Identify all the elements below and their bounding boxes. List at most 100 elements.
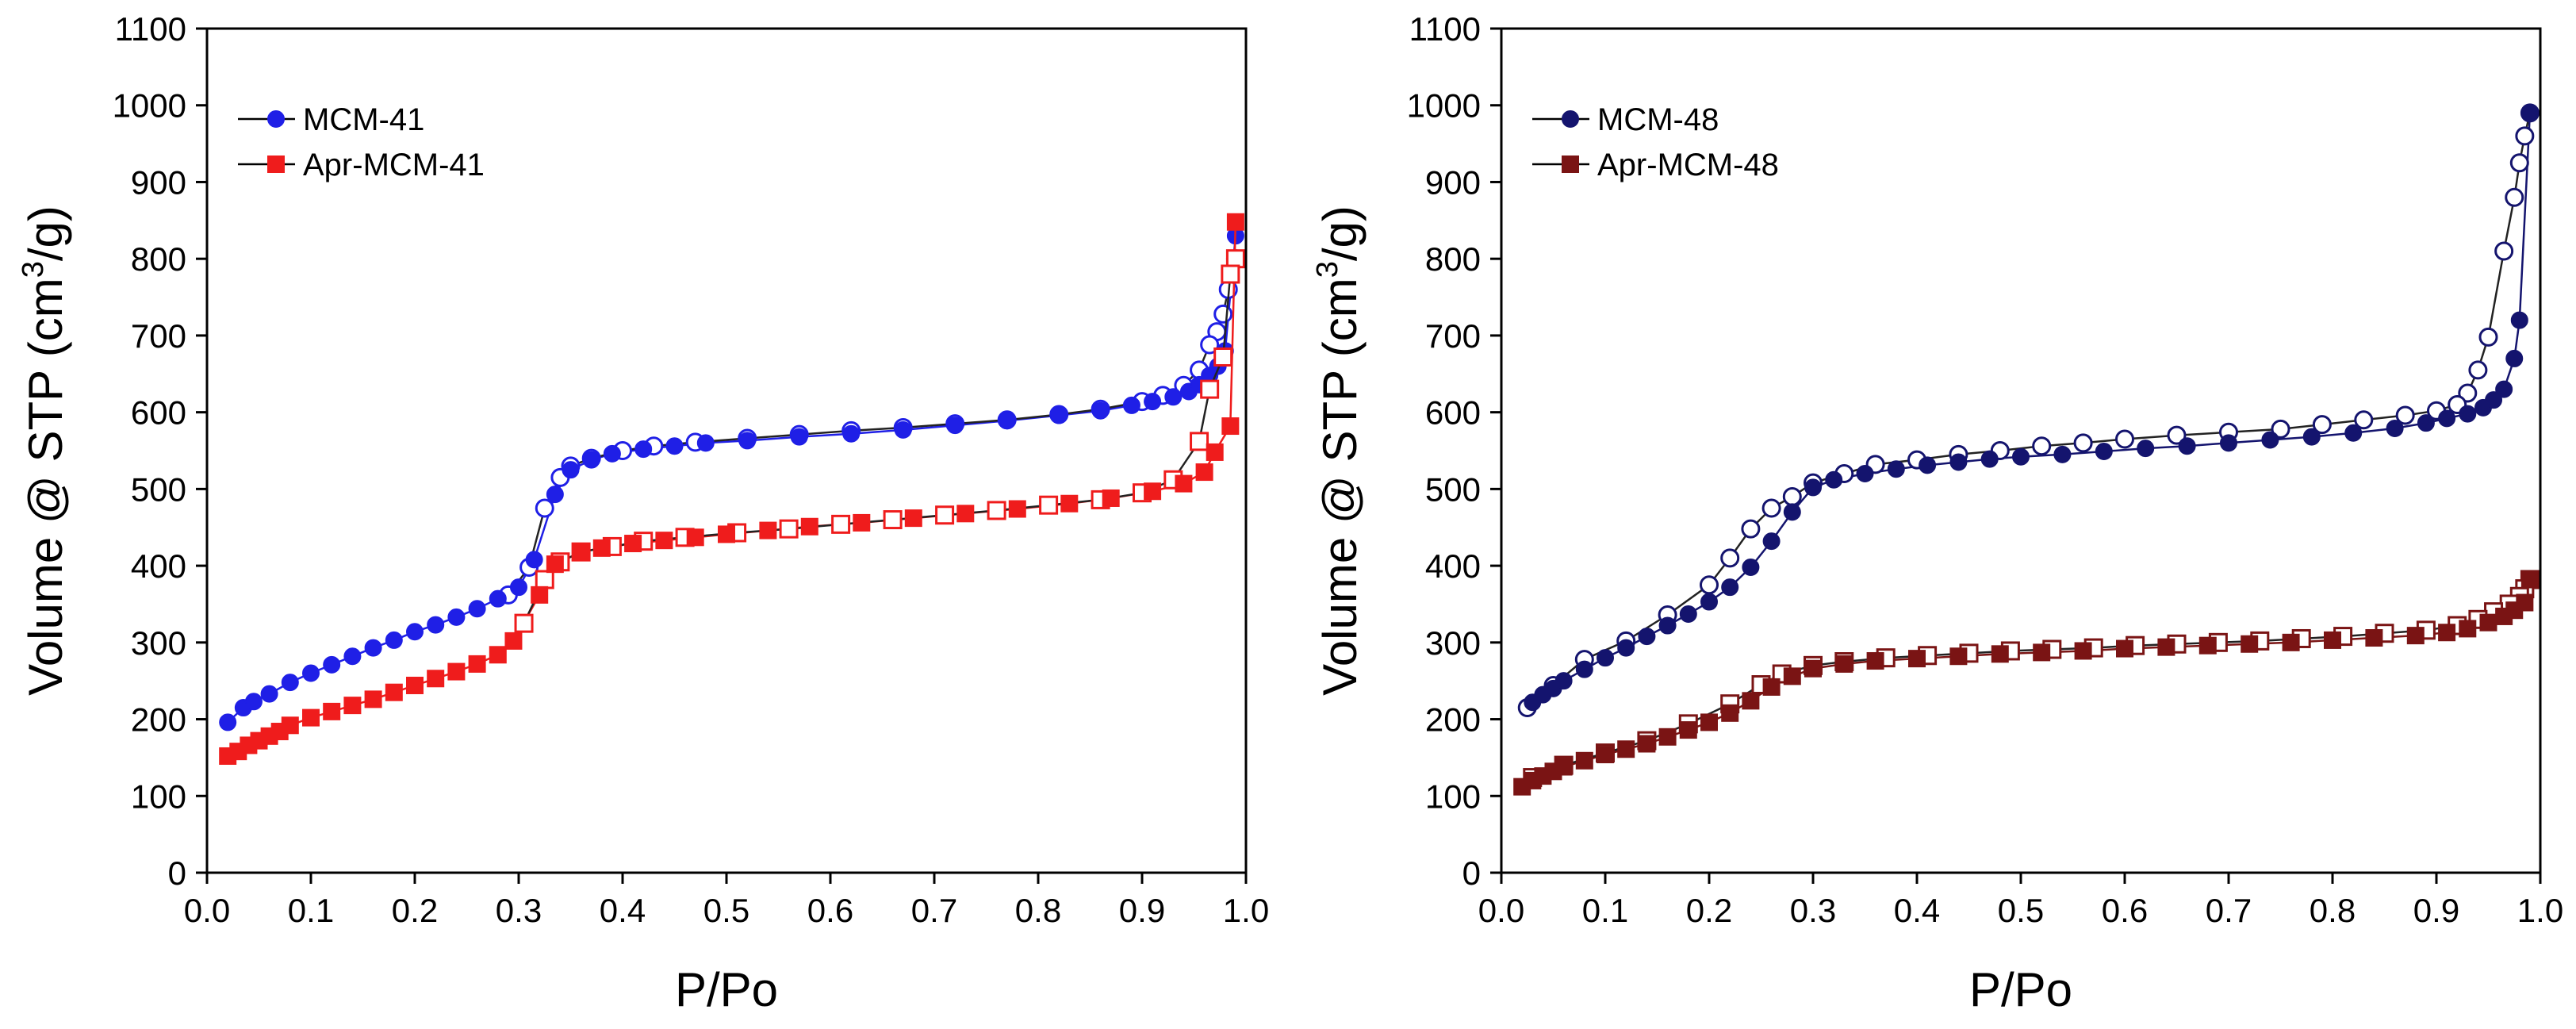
x-tick-label: 0.2 bbox=[392, 892, 438, 929]
adsorption-point bbox=[2520, 104, 2539, 122]
x-axis-title: P/Po bbox=[675, 963, 778, 1016]
adsorption-point bbox=[1195, 463, 1213, 482]
adsorption-point bbox=[1164, 388, 1183, 406]
adsorption-point bbox=[385, 683, 403, 701]
desorption-point bbox=[1213, 347, 1233, 367]
series-apr-mcm-41 bbox=[219, 213, 1245, 765]
adsorption-point bbox=[1638, 628, 1656, 646]
adsorption-point bbox=[546, 486, 564, 504]
adsorption-point bbox=[1575, 751, 1593, 770]
adsorption-point bbox=[2302, 428, 2321, 446]
adsorption-point bbox=[1825, 470, 1843, 489]
adsorption-point bbox=[406, 623, 424, 641]
legend-label: MCM-41 bbox=[303, 102, 424, 137]
adsorption-point bbox=[1658, 728, 1677, 746]
x-tick-label: 0.5 bbox=[703, 892, 749, 929]
adsorption-point bbox=[665, 437, 684, 455]
adsorption-point bbox=[1554, 672, 1573, 690]
adsorption-point bbox=[1783, 503, 1801, 521]
adsorption-point bbox=[1597, 746, 1614, 764]
desorption-point bbox=[883, 510, 903, 530]
adsorption-point bbox=[2157, 638, 2175, 656]
desorption-point bbox=[514, 613, 534, 633]
legend: MCM-48 Apr-MCM-48 bbox=[1532, 102, 1779, 182]
adsorption-point bbox=[2510, 311, 2528, 329]
adsorption-point bbox=[1679, 721, 1697, 739]
adsorption-point bbox=[2095, 442, 2113, 460]
adsorption-point bbox=[1804, 478, 1822, 497]
adsorption-point bbox=[853, 513, 871, 532]
adsorption-point bbox=[343, 697, 362, 715]
adsorption-point bbox=[364, 639, 382, 657]
series-mcm-41 bbox=[219, 227, 1245, 731]
adsorption-point bbox=[1887, 460, 1905, 478]
adsorption-point bbox=[2012, 447, 2030, 466]
series-apr-mcm-48 bbox=[1513, 570, 2540, 796]
adsorption-point bbox=[1700, 713, 1718, 731]
desorption-point bbox=[1720, 548, 1740, 568]
adsorption-point bbox=[946, 417, 964, 435]
adsorption-point bbox=[447, 608, 466, 626]
adsorption-point bbox=[468, 655, 486, 673]
series-layer bbox=[219, 213, 1245, 765]
adsorption-point bbox=[2220, 434, 2237, 452]
adsorption-point bbox=[956, 505, 975, 523]
adsorption-point bbox=[2459, 405, 2477, 423]
legend-item: MCM-41 bbox=[238, 102, 424, 137]
adsorption-point bbox=[1658, 616, 1677, 635]
adsorption-point bbox=[2033, 643, 2051, 662]
adsorption-point bbox=[1700, 593, 1718, 611]
adsorption-point bbox=[281, 716, 299, 735]
adsorption-point bbox=[1949, 453, 1968, 471]
x-tick-label: 0.4 bbox=[600, 892, 646, 929]
adsorption-point bbox=[1050, 406, 1068, 424]
adsorption-point bbox=[323, 702, 341, 720]
adsorption-point bbox=[1835, 655, 1853, 673]
adsorption-point bbox=[260, 685, 278, 703]
adsorption-point bbox=[624, 535, 642, 553]
adsorption-point bbox=[302, 664, 320, 682]
legend-marker bbox=[267, 110, 285, 128]
adsorption-point bbox=[1597, 649, 1614, 667]
series-layer bbox=[1513, 103, 2540, 796]
adsorption-point bbox=[2053, 445, 2072, 463]
adsorption-point bbox=[2495, 380, 2513, 398]
desorption-point bbox=[2073, 433, 2093, 453]
desorption-point bbox=[1761, 498, 1781, 518]
adsorption-point bbox=[562, 461, 580, 479]
adsorption-point bbox=[582, 451, 600, 469]
legend-item: MCM-48 bbox=[1532, 102, 1719, 137]
adsorption-point bbox=[1226, 213, 1244, 231]
desorption-point bbox=[1200, 379, 1220, 399]
y-tick-label: 700 bbox=[131, 317, 186, 355]
adsorption-point bbox=[1980, 450, 1999, 468]
adsorption-point bbox=[1060, 494, 1079, 513]
adsorption-point bbox=[1721, 578, 1739, 597]
y-tick-label: 600 bbox=[131, 394, 186, 432]
adsorption-point bbox=[489, 589, 507, 608]
legend: MCM-41 Apr-MCM-41 bbox=[238, 102, 485, 182]
y-tick-label: 0 bbox=[1462, 854, 1481, 892]
adsorption-point bbox=[525, 551, 543, 569]
chart-panel-mcm48: 0.0 0.1 0.2 0.3 0.4 0.5 0.6 0.7 0.8 0.9 1.0 0 100 200… bbox=[1311, 10, 2563, 1016]
adsorption-point bbox=[323, 655, 341, 674]
adsorption-point bbox=[998, 412, 1016, 430]
desorption-point bbox=[2515, 126, 2535, 146]
x-tick-label: 0.3 bbox=[496, 892, 542, 929]
adsorption-point bbox=[2137, 440, 2155, 458]
adsorption-point bbox=[244, 693, 263, 711]
x-axis-title: P/Po bbox=[1969, 963, 2072, 1016]
adsorption-point bbox=[1679, 605, 1697, 624]
adsorption-point bbox=[385, 631, 403, 649]
y-tick-label: 0 bbox=[168, 854, 186, 892]
adsorption-point bbox=[2074, 642, 2092, 660]
desorption-point bbox=[2032, 436, 2052, 456]
desorption-point bbox=[2478, 327, 2498, 347]
y-axis-title: Volume @ STP (cm3/g) bbox=[1311, 205, 1367, 696]
adsorption-point bbox=[343, 647, 362, 666]
adsorption-point bbox=[1919, 456, 1937, 474]
adsorption-point bbox=[592, 539, 611, 557]
y-tick-label: 100 bbox=[131, 778, 186, 815]
adsorption-point bbox=[468, 600, 486, 618]
chart-panel-mcm41: 0.0 0.1 0.2 0.3 0.4 0.5 0.6 0.7 0.8 0.9 1.0 0 100 200… bbox=[17, 10, 1269, 1016]
